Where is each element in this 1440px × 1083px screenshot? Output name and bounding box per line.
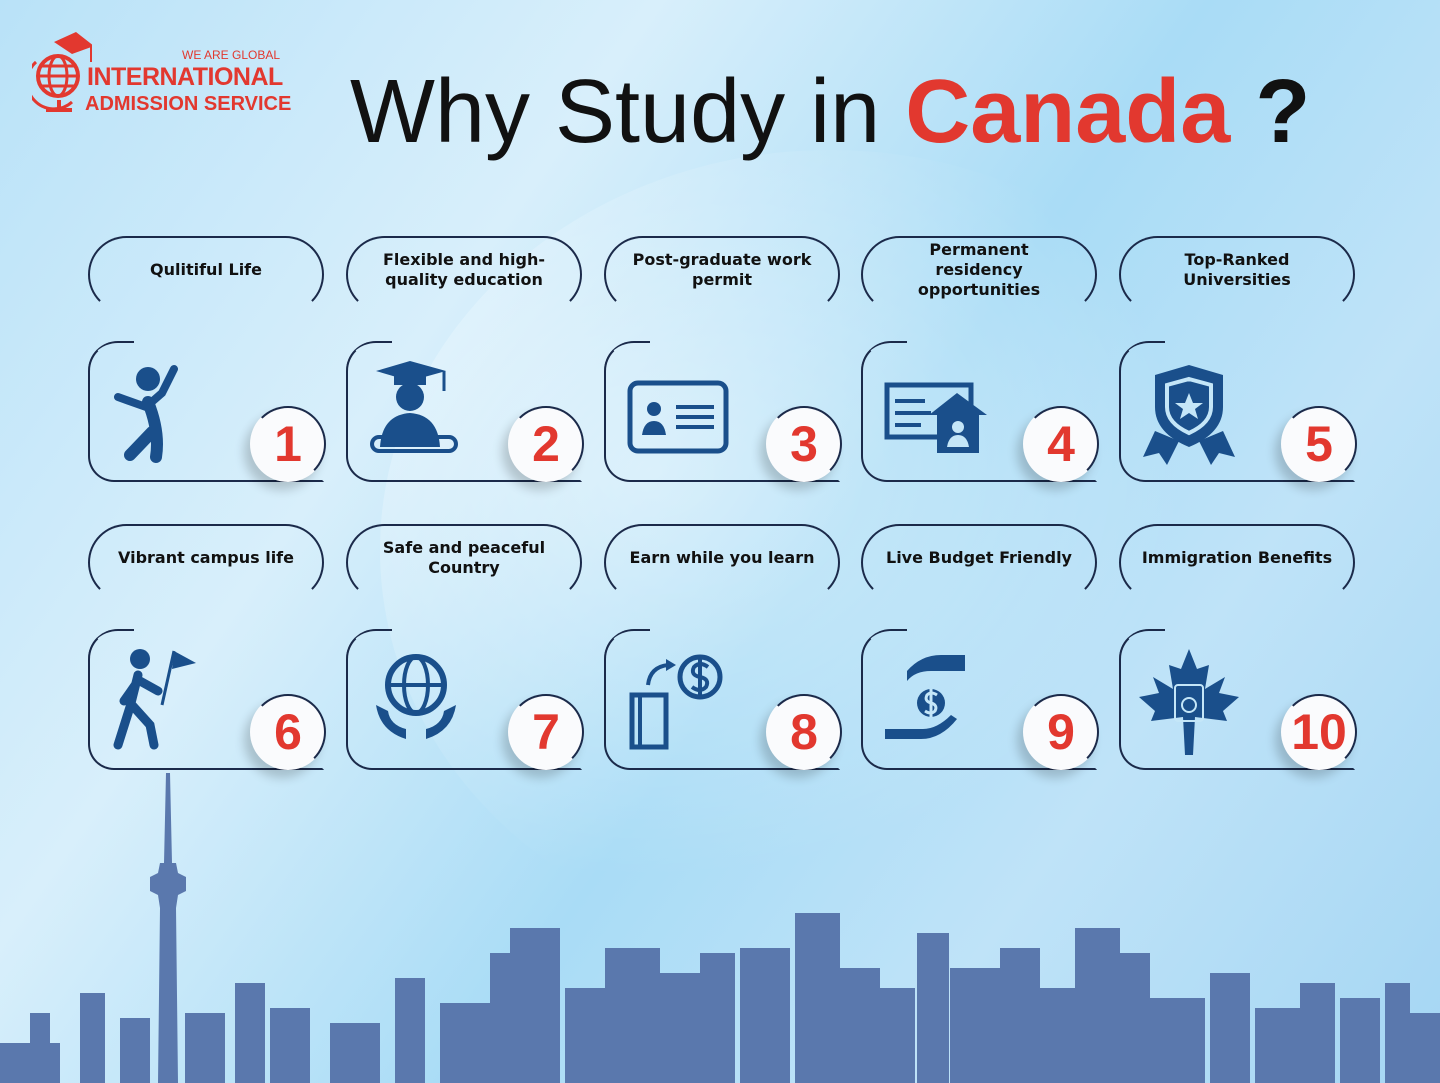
reason-card-9: 9: [861, 629, 1099, 770]
globe-hands-icon: [376, 654, 456, 739]
maple-passport-icon: [1139, 649, 1239, 755]
reason-label-1: Qulitiful Life: [88, 236, 324, 313]
page-title: Why Study in Canada ?: [350, 62, 1310, 162]
title-suffix: ?: [1255, 62, 1311, 162]
jumping-person-icon: [114, 365, 178, 463]
reason-card-8: 8: [604, 629, 842, 770]
reason-card-3: 3: [604, 341, 842, 482]
reason-number: 10: [1281, 694, 1357, 770]
reason-label-6: Vibrant campus life: [88, 524, 324, 601]
id-card-icon: [627, 380, 729, 454]
reason-label-9: Live Budget Friendly: [861, 524, 1097, 601]
graduate-icon: [370, 361, 458, 453]
reason-card-5: 5: [1119, 341, 1357, 482]
reason-card-10: 10: [1119, 629, 1357, 770]
reason-number: 6: [250, 694, 326, 770]
reason-label-3: Post-graduate work permit: [604, 236, 840, 313]
reason-card-1: 1: [88, 341, 326, 482]
reason-label-10: Immigration Benefits: [1119, 524, 1355, 601]
book-dollar-icon: [629, 654, 723, 750]
reason-number: 2: [508, 406, 584, 482]
logo-line2: ADMISSION SERVICE: [85, 93, 292, 115]
logo: WE ARE GLOBAL INTERNATIONAL ADMISSION SE…: [25, 32, 312, 122]
reason-number: 4: [1023, 406, 1099, 482]
reason-label-7: Safe and peaceful Country: [346, 524, 582, 601]
reason-number: 8: [766, 694, 842, 770]
walking-flag-icon: [113, 649, 196, 750]
reason-card-6: 6: [88, 629, 326, 770]
hands-dollar-icon: [885, 655, 965, 739]
reason-card-2: 2: [346, 341, 584, 482]
reason-label-5: Top-Ranked Universities: [1119, 236, 1355, 313]
reason-card-4: 4: [861, 341, 1099, 482]
reason-card-7: 7: [346, 629, 584, 770]
house-document-icon: [884, 382, 987, 453]
badge-icon: [1143, 365, 1235, 465]
reason-label-4: Permanent residency opportunities: [861, 236, 1097, 313]
globe-cap-icon: [25, 32, 94, 112]
reason-number: 1: [250, 406, 326, 482]
toronto-skyline: [0, 773, 1440, 1083]
title-accent: Canada: [905, 62, 1231, 162]
reason-number: 3: [766, 406, 842, 482]
reason-number: 5: [1281, 406, 1357, 482]
logo-tagline: WE ARE GLOBAL: [182, 48, 281, 62]
reason-label-2: Flexible and high-quality education: [346, 236, 582, 313]
reason-number: 7: [508, 694, 584, 770]
logo-line1: INTERNATIONAL: [87, 63, 283, 91]
reason-label-8: Earn while you learn: [604, 524, 840, 601]
reason-number: 9: [1023, 694, 1099, 770]
title-prefix: Why Study in: [350, 62, 881, 162]
